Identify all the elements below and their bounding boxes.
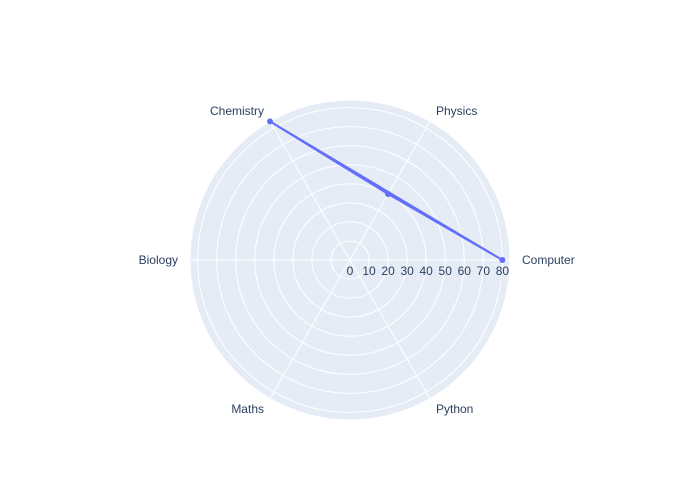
spoke-maths xyxy=(269,259,351,399)
series-point-computer[interactable] xyxy=(499,257,506,263)
axis-label-computer: Computer xyxy=(522,253,575,267)
polar-grid xyxy=(189,99,511,421)
series-point-chemistry[interactable] xyxy=(267,118,273,125)
series-point-physics[interactable] xyxy=(385,191,392,198)
spoke-python xyxy=(349,259,431,399)
radial-tick-60: 60 xyxy=(458,264,472,278)
radial-tick-0: 0 xyxy=(347,264,354,278)
spoke-physics xyxy=(349,121,431,261)
radial-tick-40: 40 xyxy=(420,264,434,278)
radial-tick-10: 10 xyxy=(362,264,376,278)
radial-tick-80: 80 xyxy=(496,264,510,278)
angular-axis-labels: Computer Physics Chemistry Biology Maths Pyth… xyxy=(139,104,575,416)
spoke-chemistry xyxy=(269,121,351,261)
series-line-0 xyxy=(269,120,504,261)
radial-tick-20: 20 xyxy=(381,264,395,278)
axis-label-chemistry: Chemistry xyxy=(210,104,264,118)
axis-label-physics: Physics xyxy=(436,104,477,118)
axis-label-biology: Biology xyxy=(139,253,178,267)
radial-tick-30: 30 xyxy=(400,264,414,278)
axis-label-maths: Maths xyxy=(231,402,264,416)
series-layer xyxy=(267,118,506,263)
radial-tick-labels: 0 10 20 30 40 50 60 70 80 xyxy=(347,264,510,278)
radial-tick-70: 70 xyxy=(477,264,491,278)
axis-label-python: Python xyxy=(436,402,473,416)
radial-tick-50: 50 xyxy=(439,264,453,278)
